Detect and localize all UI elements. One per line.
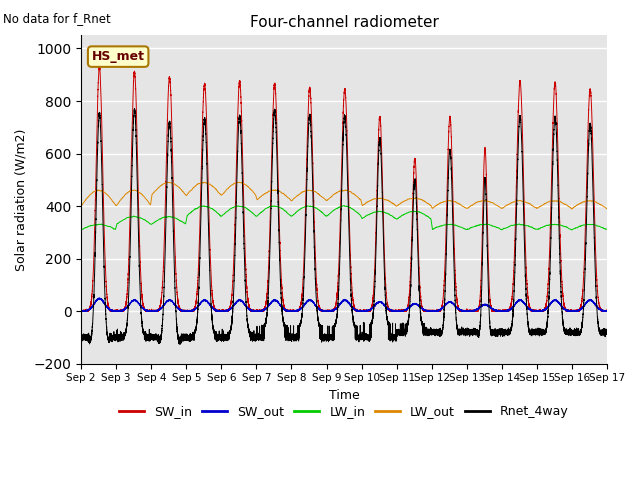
LW_in	[472, 223, 480, 229]
SW_out	[603, 308, 611, 314]
LW_in	[105, 224, 113, 229]
SW_out	[507, 306, 515, 312]
LW_out	[603, 205, 611, 211]
Rnet_4way	[507, 327, 515, 333]
SW_in	[77, 308, 85, 314]
SW_out	[500, 308, 508, 314]
Rnet_4way	[77, 336, 85, 341]
SW_out	[472, 307, 480, 312]
Legend: SW_in, SW_out, LW_in, LW_out, Rnet_4way: SW_in, SW_out, LW_in, LW_out, Rnet_4way	[115, 400, 574, 423]
LW_out	[472, 200, 480, 205]
SW_in	[500, 308, 508, 314]
Line: SW_in: SW_in	[81, 66, 607, 311]
Line: LW_out: LW_out	[81, 182, 607, 209]
Line: Rnet_4way: Rnet_4way	[81, 108, 607, 344]
Rnet_4way	[413, 213, 420, 219]
LW_in	[500, 226, 508, 231]
SW_out	[77, 308, 85, 314]
SW_out	[105, 306, 113, 312]
LW_out	[105, 193, 113, 199]
Text: No data for f_Rnet: No data for f_Rnet	[3, 12, 111, 25]
LW_out	[200, 180, 208, 185]
LW_in	[603, 227, 611, 232]
SW_out	[77, 308, 85, 314]
Y-axis label: Solar radiation (W/m2): Solar radiation (W/m2)	[15, 128, 28, 271]
Title: Four-channel radiometer: Four-channel radiometer	[250, 15, 438, 30]
X-axis label: Time: Time	[329, 389, 360, 402]
SW_in	[77, 308, 85, 314]
SW_in	[105, 304, 113, 310]
Rnet_4way	[472, 330, 480, 336]
LW_in	[568, 227, 575, 233]
SW_in	[413, 193, 420, 199]
SW_in	[472, 308, 480, 314]
Rnet_4way	[500, 331, 508, 336]
LW_in	[340, 203, 348, 209]
LW_out	[500, 204, 508, 210]
LW_out	[487, 199, 495, 205]
Line: LW_in: LW_in	[81, 206, 607, 230]
LW_in	[77, 226, 85, 232]
SW_out	[413, 301, 420, 307]
SW_in	[507, 302, 515, 308]
Line: SW_out: SW_out	[81, 298, 607, 311]
Rnet_4way	[487, 329, 495, 335]
Rnet_4way	[131, 106, 138, 111]
LW_out	[568, 206, 575, 212]
SW_out	[95, 295, 103, 301]
LW_in	[413, 209, 420, 215]
LW_out	[77, 203, 85, 209]
LW_out	[507, 200, 515, 206]
Rnet_4way	[603, 328, 611, 334]
SW_out	[487, 305, 495, 311]
LW_in	[507, 223, 515, 228]
LW_in	[487, 222, 495, 228]
Rnet_4way	[176, 341, 184, 347]
SW_in	[603, 308, 611, 314]
Text: HS_met: HS_met	[92, 50, 145, 63]
Rnet_4way	[105, 337, 113, 343]
SW_in	[96, 63, 104, 69]
SW_in	[487, 303, 495, 309]
LW_out	[413, 196, 420, 202]
